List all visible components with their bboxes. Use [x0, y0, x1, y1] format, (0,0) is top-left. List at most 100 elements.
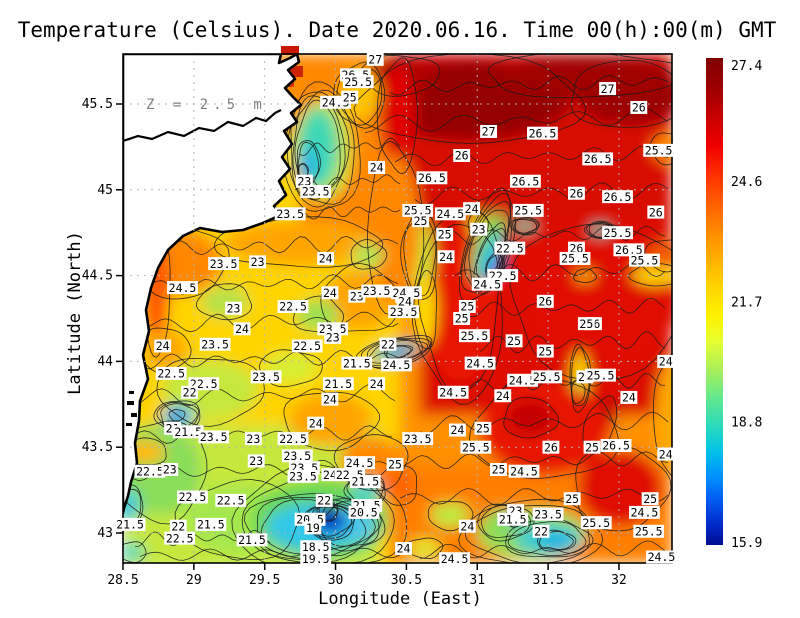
contour-label: 25 [643, 492, 657, 506]
contour-label: 25 [388, 458, 402, 472]
contour-label: 26 [632, 101, 646, 115]
contour-label: 25 [414, 214, 428, 228]
contour-label: 23 [326, 331, 340, 345]
contour-label: 24 [659, 447, 673, 461]
contour-label: 21.5 [351, 475, 379, 489]
contour-label: 25 [579, 317, 593, 331]
colorbar-tick-label: 21.7 [731, 295, 762, 310]
contour-label: 21.5 [116, 518, 144, 532]
contour-label: 23 [246, 432, 260, 446]
colorbar-gradient [706, 58, 723, 545]
colorbar-tick-label: 18.8 [731, 416, 762, 431]
contour-label: 25 [565, 492, 579, 506]
contour-label: 25 [343, 90, 357, 104]
contour-label: 25 [538, 344, 552, 358]
contour-label: 24.5 [648, 550, 676, 564]
contour-label: 22 [317, 494, 331, 508]
x-tick-label: 30.5 [391, 573, 422, 588]
contour-label: 26.5 [418, 171, 446, 185]
contour-label: 22.5 [279, 300, 307, 314]
contour-label: 22.5 [496, 241, 524, 255]
contour-label: 24 [156, 339, 170, 353]
contour-label: 24 [450, 423, 464, 437]
contour-label: 23 [163, 463, 177, 477]
contour-label: 24 [465, 202, 479, 216]
y-tick-label: 44 [97, 354, 113, 369]
x-tick-label: 30 [328, 573, 344, 588]
contour-label: 22.5 [136, 464, 164, 478]
contour-label: 23.5 [276, 207, 304, 221]
contour-label: 23.5 [363, 284, 391, 298]
contour-label: 26.5 [512, 174, 540, 188]
contour-label: 25.5 [635, 524, 663, 538]
contour-label: 23.5 [534, 507, 562, 521]
x-axis-ticks: 28.5 29 29.5 30 30.5 31 31.5 32 [107, 563, 627, 588]
y-tick-label: 43 [97, 526, 113, 541]
contour-label: 25 [585, 440, 599, 454]
contour-label: 26.5 [602, 439, 630, 453]
y-tick-label: 43.5 [82, 440, 113, 455]
contour-label: 24.5 [169, 281, 197, 295]
contour-label: 21.5 [238, 533, 266, 547]
contour-label: 24 [309, 416, 323, 430]
contour-label: 23 [249, 454, 263, 468]
contour-label: 21.5 [499, 512, 527, 526]
contour-label: 24 [370, 161, 384, 175]
contour-label: 27 [601, 82, 615, 96]
y-tick-label: 45 [97, 183, 113, 198]
contour-label: 25.5 [344, 75, 372, 89]
contour-label: 25.5 [561, 252, 589, 266]
contour-label: 23.5 [283, 449, 311, 463]
contour-label: 21.5 [343, 356, 371, 370]
land-mass [123, 54, 303, 515]
contour-label: 22 [171, 519, 185, 533]
contour-label: 24 [319, 252, 333, 266]
contour-label: 24 [398, 295, 412, 309]
contour-label: 24.5 [441, 552, 469, 566]
contour-label: 25 [438, 228, 452, 242]
contour-label: 19.5 [302, 552, 330, 566]
contour-label: 23.5 [404, 432, 432, 446]
colorbar: 27.4 24.6 21.7 18.8 15.9 [706, 58, 762, 551]
contour-label: 24 [622, 391, 636, 405]
contour-label: 24.5 [466, 356, 494, 370]
contour-label: 26 [455, 149, 469, 163]
colorbar-tick-label: 24.6 [731, 175, 762, 190]
contour-label: 22.5 [217, 494, 245, 508]
contour-label: 22 [534, 524, 548, 538]
map-border [122, 53, 673, 564]
contour-label: 25.5 [462, 440, 490, 454]
map-decor [281, 46, 299, 55]
x-axis-label: Longitude (East) [318, 589, 482, 609]
contour-label: 23.5 [201, 337, 229, 351]
contour-label: 19 [306, 521, 320, 535]
depth-annotation: Z = 2.5 m [146, 97, 267, 113]
contour-label: 24.5 [510, 464, 538, 478]
contour-label: 24 [439, 250, 453, 264]
contour-label: 24 [323, 468, 337, 482]
contour-label: 26.5 [584, 152, 612, 166]
contour-label: 24.5 [631, 506, 659, 520]
contour-label: 23.5 [252, 370, 280, 384]
contour-label: 25.5 [514, 204, 542, 218]
contour-label: 24.5 [436, 207, 464, 221]
contour-label: 25.5 [631, 253, 659, 267]
contour-label: 24 [659, 355, 673, 369]
contour-label: 21.5 [174, 425, 202, 439]
x-tick-label: 29 [186, 573, 202, 588]
contour-label: 25 [507, 334, 521, 348]
contour-label: 25.5 [582, 516, 610, 530]
y-axis-label: Latitude (North) [65, 231, 85, 395]
contour-label: 26 [538, 295, 552, 309]
contour-label: 23 [472, 222, 486, 236]
x-tick-label: 29.5 [249, 573, 280, 588]
contour-label: 26 [544, 440, 558, 454]
x-tick-label: 32 [611, 573, 627, 588]
contour-label: 22 [381, 337, 395, 351]
contour-label: 22 [183, 385, 197, 399]
plot-title: Temperature (Celsius). Date 2020.06.16. … [18, 18, 777, 42]
contour-label: 24.5 [473, 277, 501, 291]
contour-label: 27 [368, 53, 382, 67]
